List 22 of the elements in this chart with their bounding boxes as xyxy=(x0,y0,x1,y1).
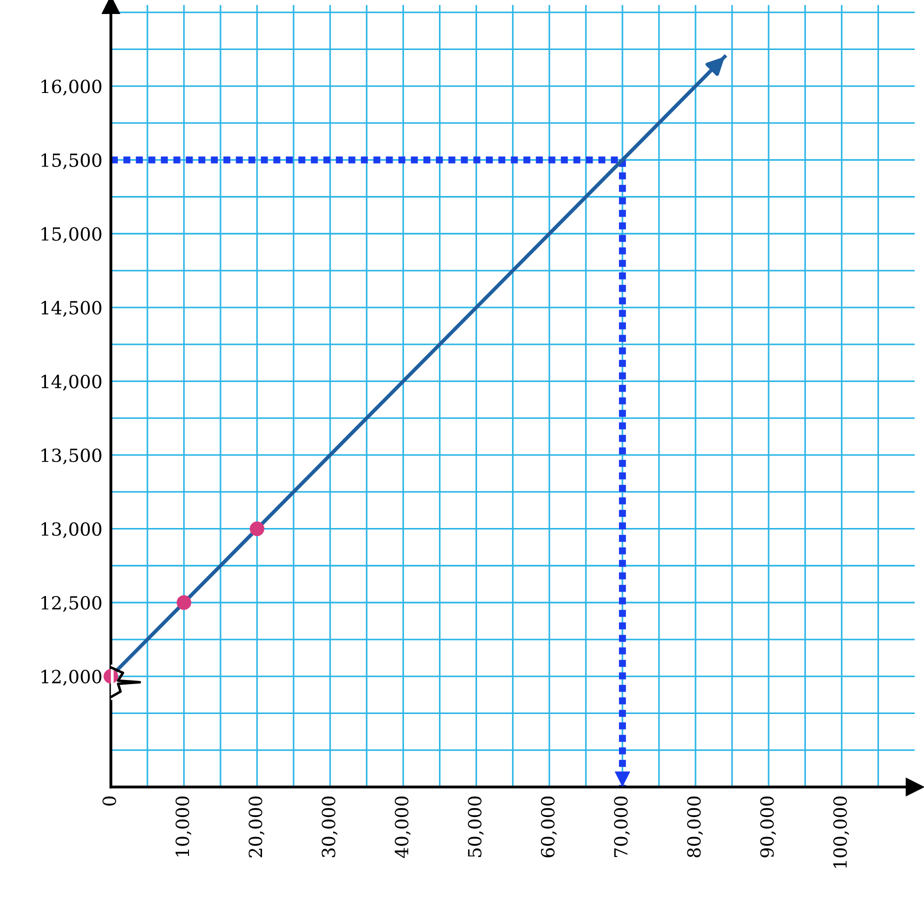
y-tick-label: 14,500 xyxy=(42,300,102,317)
y-tick-label: 12,000 xyxy=(42,670,102,686)
y-tick-label: 15,500 xyxy=(42,153,102,170)
x-tick-label: 60,000 xyxy=(540,796,557,858)
y-tick-label: 13,000 xyxy=(42,522,102,538)
x-tick-label: 40,000 xyxy=(394,796,411,858)
x-tick-label: 50,000 xyxy=(468,796,484,857)
point xyxy=(176,595,192,610)
y-tick-label: 13,500 xyxy=(42,448,102,464)
x-tick-label: 10,000 xyxy=(176,796,192,856)
y-tick-label: 14,000 xyxy=(42,374,102,391)
y-tick-label: 16,000 xyxy=(42,80,102,96)
x-tick-label: 20,000 xyxy=(248,796,264,858)
y-tick-label: 12,500 xyxy=(42,596,102,612)
x-tick-label: 100,000 xyxy=(833,796,850,868)
y-tick-label: 15,000 xyxy=(42,227,102,244)
x-tick-label: 80,000 xyxy=(687,796,703,858)
x-tick-label: 30,000 xyxy=(322,796,338,858)
x-tick-label: 70,000 xyxy=(614,796,630,857)
x-tick-label: 0 xyxy=(102,796,116,806)
x-tick-label: 90,000 xyxy=(760,796,776,858)
point xyxy=(250,522,264,536)
